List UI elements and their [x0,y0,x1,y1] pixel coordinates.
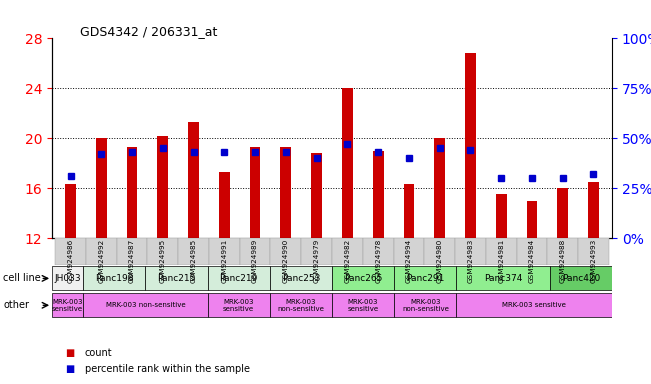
FancyBboxPatch shape [117,238,147,265]
Bar [311,153,322,238]
FancyBboxPatch shape [549,266,612,291]
FancyBboxPatch shape [332,238,363,265]
FancyBboxPatch shape [86,238,117,265]
FancyBboxPatch shape [517,238,547,265]
Bar [527,200,537,238]
Text: cell line: cell line [3,273,41,283]
Text: GSM924983: GSM924983 [467,238,473,283]
FancyBboxPatch shape [486,238,517,265]
Text: GSM924988: GSM924988 [560,238,566,283]
Text: MRK-003
sensitive: MRK-003 sensitive [52,299,83,312]
Text: MRK-003
non-sensitive: MRK-003 non-sensitive [402,299,449,312]
FancyBboxPatch shape [456,293,612,317]
FancyBboxPatch shape [395,293,456,317]
Bar [158,136,168,238]
Bar [65,184,76,238]
FancyBboxPatch shape [424,238,455,265]
FancyBboxPatch shape [83,266,145,291]
FancyBboxPatch shape [55,238,86,265]
FancyBboxPatch shape [52,266,83,291]
FancyBboxPatch shape [52,293,83,317]
FancyBboxPatch shape [147,238,178,265]
FancyBboxPatch shape [332,293,395,317]
Bar [281,147,291,238]
Text: MRK-003
sensitive: MRK-003 sensitive [223,299,255,312]
Text: GSM924991: GSM924991 [221,238,227,283]
Text: Panc374: Panc374 [484,274,522,283]
Text: GSM924993: GSM924993 [590,238,596,283]
Text: GSM924986: GSM924986 [68,238,74,283]
Text: GSM924989: GSM924989 [252,238,258,283]
FancyBboxPatch shape [83,293,208,317]
FancyBboxPatch shape [395,266,456,291]
Text: percentile rank within the sample: percentile rank within the sample [85,364,249,374]
FancyBboxPatch shape [270,238,301,265]
Bar [373,151,383,238]
Text: Panc420: Panc420 [562,274,600,283]
FancyBboxPatch shape [270,266,332,291]
Bar [496,194,506,238]
Text: GSM924982: GSM924982 [344,238,350,283]
FancyBboxPatch shape [363,238,394,265]
Text: JH033: JH033 [54,274,81,283]
FancyBboxPatch shape [145,266,208,291]
Text: ■: ■ [65,348,74,358]
Text: GSM924990: GSM924990 [283,238,289,283]
FancyBboxPatch shape [270,293,332,317]
Text: GSM924980: GSM924980 [437,238,443,283]
FancyBboxPatch shape [209,238,240,265]
Text: Panc265: Panc265 [344,274,382,283]
FancyBboxPatch shape [578,238,609,265]
FancyBboxPatch shape [456,266,549,291]
Text: MRK-003
non-sensitive: MRK-003 non-sensitive [277,299,324,312]
Bar [404,184,414,238]
Text: Panc219: Panc219 [219,274,258,283]
Text: GSM924992: GSM924992 [98,238,104,283]
Text: MRK-003 non-sensitive: MRK-003 non-sensitive [105,302,185,308]
Text: Panc215: Panc215 [158,274,196,283]
FancyBboxPatch shape [301,238,332,265]
FancyBboxPatch shape [240,238,270,265]
Bar [219,172,230,238]
Text: GSM924985: GSM924985 [191,238,197,283]
Text: other: other [3,300,29,310]
Text: MRK-003
sensitive: MRK-003 sensitive [348,299,379,312]
Text: MRK-003 sensitive: MRK-003 sensitive [502,302,566,308]
Text: GSM924981: GSM924981 [498,238,504,283]
FancyBboxPatch shape [178,238,209,265]
Text: GSM924979: GSM924979 [314,238,320,283]
Text: count: count [85,348,112,358]
Text: GSM924978: GSM924978 [375,238,381,283]
Text: GSM924995: GSM924995 [160,238,166,283]
FancyBboxPatch shape [455,238,486,265]
Bar [342,88,353,238]
Bar [188,122,199,238]
Text: Panc291: Panc291 [406,274,445,283]
Text: ■: ■ [65,364,74,374]
FancyBboxPatch shape [208,293,270,317]
Bar [434,138,445,238]
FancyBboxPatch shape [332,266,395,291]
Bar [557,188,568,238]
FancyBboxPatch shape [394,238,424,265]
FancyBboxPatch shape [547,238,578,265]
Text: GSM924984: GSM924984 [529,238,535,283]
Text: GSM924987: GSM924987 [129,238,135,283]
Text: Panc253: Panc253 [282,274,320,283]
Text: GSM924994: GSM924994 [406,238,412,283]
Bar [96,138,107,238]
Bar [465,53,476,238]
Bar [250,147,260,238]
Bar [588,182,599,238]
Text: Panc198: Panc198 [95,274,133,283]
FancyBboxPatch shape [208,266,270,291]
Text: GDS4342 / 206331_at: GDS4342 / 206331_at [80,25,217,38]
Bar [127,147,137,238]
